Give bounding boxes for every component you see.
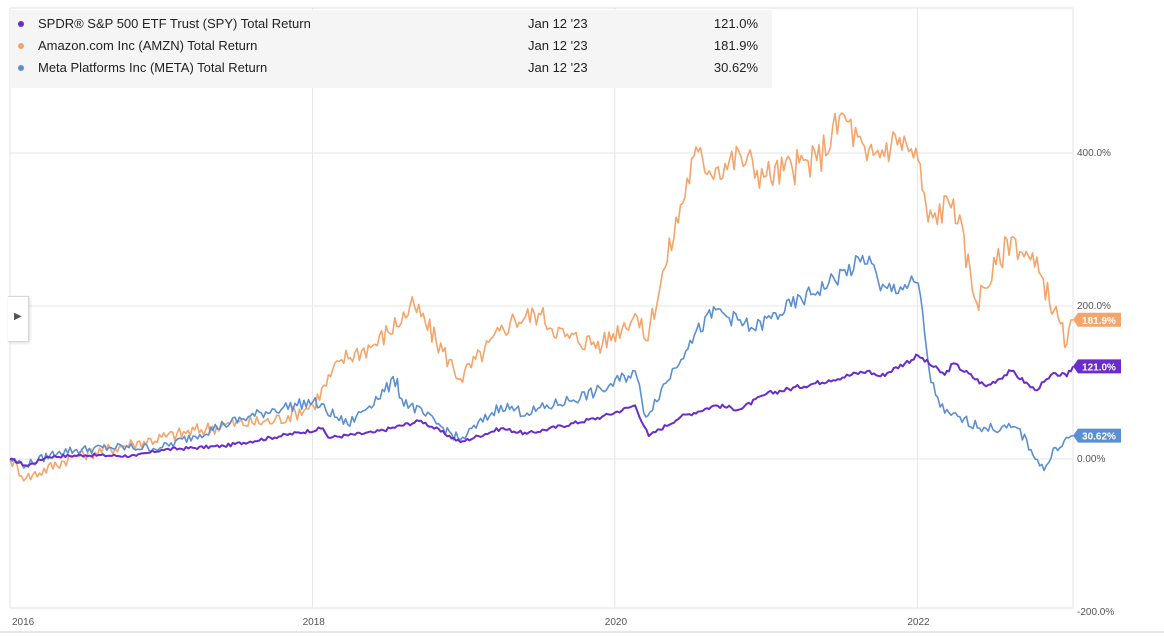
legend-dot-spy [18,21,24,27]
axis-layer: 400.0% 200.0% 0.00% -200.0% 2016 2018 2020 2022 [0,148,1164,633]
end-label-layer: 121.0% 181.9% 30.62% [1073,312,1121,443]
end-label-text: 30.62% [1082,432,1116,443]
chevron-right-icon: ▶ [14,311,22,322]
end-label-text: 121.0% [1082,362,1116,373]
end-label-amzn: 181.9% [1073,312,1121,327]
end-label-meta: 30.62% [1073,428,1121,443]
end-label-bg [1073,428,1121,443]
legend-date: Jan 12 '23 [528,16,588,31]
y-tick-label: 400.0% [1077,148,1111,159]
series-line-meta [9,254,1074,472]
end-label-text: 181.9% [1082,316,1116,327]
series-line-spy [9,353,1074,467]
x-tick-label: 2022 [907,617,930,628]
legend-dot-amzn [18,43,24,49]
legend-date: Jan 12 '23 [528,60,588,75]
y-tick-label: 200.0% [1077,301,1111,312]
end-label-spy: 121.0% [1073,359,1121,374]
legend-name: SPDR® S&P 500 ETF Trust (SPY) Total Retu… [38,16,311,31]
legend-date: Jan 12 '23 [528,38,588,53]
legend-row-meta[interactable]: Meta Platforms Inc (META) Total Return J… [10,57,772,79]
series-layer [9,112,1074,482]
y-tick-label: -200.0% [1077,607,1114,618]
legend-row-amzn[interactable]: Amazon.com Inc (AMZN) Total Return Jan 1… [10,35,772,57]
x-tick-label: 2018 [303,617,326,628]
legend-name: Amazon.com Inc (AMZN) Total Return [38,38,258,53]
legend-value: 121.0% [713,16,758,31]
legend-dot-meta [18,65,24,71]
sidebar-toggle-button[interactable]: ▶ [8,296,29,342]
plot-frame [9,7,1074,609]
legend-name: Meta Platforms Inc (META) Total Return [38,60,268,75]
legend-panel: SPDR® S&P 500 ETF Trust (SPY) Total Retu… [10,10,772,88]
end-label-bg [1073,359,1121,374]
series-line-amzn [9,112,1074,482]
grid-layer [9,7,1074,609]
legend-value: 181.9% [713,38,758,53]
x-tick-label: 2020 [605,617,628,628]
legend-value: 30.62% [713,60,758,75]
x-tick-label: 2016 [12,617,35,628]
legend-row-spy[interactable]: SPDR® S&P 500 ETF Trust (SPY) Total Retu… [10,13,772,35]
y-tick-label: 0.00% [1077,454,1105,465]
end-label-bg [1073,312,1121,327]
